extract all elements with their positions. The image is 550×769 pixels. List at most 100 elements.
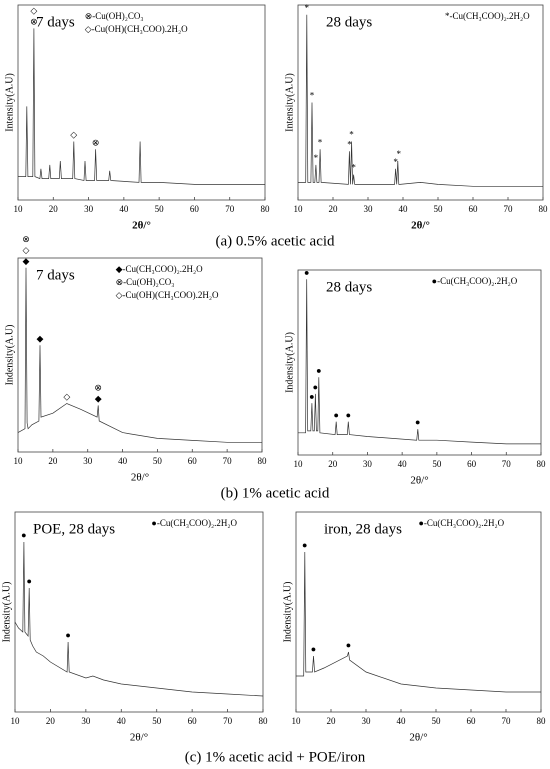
x-axis-label: 2θ/° — [409, 732, 427, 744]
peak-marker: ● — [333, 410, 338, 420]
x-tick-label: 70 — [504, 204, 514, 214]
panel-title: 7 days — [36, 14, 75, 30]
peak-marker: * — [310, 91, 315, 101]
peak-marker: ◆ — [23, 256, 30, 266]
xrd-trace — [298, 14, 543, 187]
y-axis-label: Indensity(A.U) — [282, 582, 293, 643]
peak-marker: ● — [26, 576, 31, 586]
x-tick-label: 20 — [328, 459, 338, 469]
x-tick-label: 50 — [153, 456, 163, 466]
peak-marker: * — [314, 153, 319, 163]
x-tick-label: 30 — [364, 204, 374, 214]
x-tick-label: 80 — [259, 716, 269, 726]
legend-entry: ◇-Cu(OH)(CH₃COO).2H₂O — [85, 24, 188, 34]
peak-marker: ⊗ — [94, 383, 102, 393]
caption: (a) 0.5% acetic acid — [215, 233, 335, 249]
peak-marker: ● — [65, 630, 70, 640]
x-tick-label: 30 — [363, 459, 373, 469]
x-tick-label: 60 — [188, 456, 198, 466]
peak-marker: ● — [309, 391, 314, 401]
x-tick-label: 50 — [432, 716, 442, 726]
xrd-trace — [296, 551, 541, 693]
peak-marker: ⊗ — [30, 16, 38, 26]
x-tick-label: 60 — [469, 204, 479, 214]
peak-marker: * — [349, 130, 354, 140]
x-tick-label: 70 — [225, 204, 235, 214]
x-tick-label: 30 — [362, 716, 372, 726]
x-axis-label: 2θ/° — [132, 220, 151, 232]
x-tick-label: 20 — [48, 456, 58, 466]
y-axis-label: Indensity(A.U) — [4, 325, 15, 386]
panel-title: 28 days — [326, 279, 372, 295]
plot-frame — [17, 257, 263, 453]
panel-title: 28 days — [326, 14, 372, 30]
x-tick-label: 30 — [84, 204, 94, 214]
x-tick-label: 30 — [83, 456, 93, 466]
peak-marker: * — [393, 157, 398, 167]
legend-entry: *-Cu(CH₃COO)₂.2H₂O — [445, 11, 530, 21]
legend-entry: ●-Cu(CH₃COO)₂.2H₂O — [151, 518, 237, 528]
x-tick-label: 30 — [81, 716, 91, 726]
legend-entry: ●-Cu(CH₃COO)₂.2H₂O — [432, 276, 518, 286]
x-tick-label: 70 — [223, 456, 233, 466]
x-tick-label: 50 — [155, 204, 165, 214]
x-tick-label: 80 — [261, 204, 271, 214]
x-axis-label: 2θ/° — [410, 475, 428, 487]
x-tick-label: 40 — [399, 204, 409, 214]
peak-marker: * — [318, 137, 323, 147]
x-tick-label: 40 — [398, 459, 408, 469]
caption: (c) 1% acetic acid + POE/iron — [185, 749, 366, 765]
x-tick-label: 20 — [327, 716, 337, 726]
x-tick-label: 10 — [294, 459, 304, 469]
x-tick-label: 10 — [292, 716, 302, 726]
x-tick-label: 60 — [467, 459, 477, 469]
x-tick-label: 10 — [294, 204, 304, 214]
caption: (b) 1% acetic acid — [221, 485, 330, 501]
peak-marker: ● — [302, 540, 307, 550]
legend-entry: ⊗-Cu(OH)₂CO₃ — [85, 11, 144, 21]
peak-marker: * — [397, 149, 402, 159]
peak-marker: ⊗ — [92, 137, 100, 147]
peak-marker: ● — [311, 644, 316, 654]
x-tick-label: 10 — [14, 456, 24, 466]
legend-entry: ◆-Cu(CH₃COO)₂.2H₂O — [116, 264, 204, 274]
peak-marker: ◇ — [63, 392, 70, 402]
x-tick-label: 80 — [258, 456, 268, 466]
x-axis-label: 2θ/° — [131, 472, 149, 484]
peak-marker: ● — [313, 382, 318, 392]
x-tick-label: 70 — [223, 716, 233, 726]
y-axis-label: Intensity(A.U) — [284, 73, 295, 132]
x-tick-label: 60 — [188, 716, 198, 726]
plot-frame — [17, 4, 266, 201]
x-tick-label: 10 — [11, 716, 21, 726]
x-tick-label: 40 — [118, 456, 128, 466]
peak-marker: ● — [415, 417, 420, 427]
x-tick-label: 10 — [14, 204, 24, 214]
peak-marker: * — [347, 139, 352, 149]
x-tick-label: 20 — [46, 716, 56, 726]
panel-title: iron, 28 days — [324, 521, 402, 537]
x-tick-label: 70 — [502, 459, 512, 469]
x-tick-label: 40 — [119, 204, 129, 214]
xrd-trace — [298, 279, 541, 445]
xrd-trace — [17, 267, 262, 443]
y-axis-label: Indensity(A.U) — [1, 582, 12, 643]
peak-marker: ● — [21, 530, 26, 540]
x-tick-label: 20 — [49, 204, 59, 214]
x-tick-label: 50 — [434, 204, 444, 214]
peak-marker: ● — [304, 267, 309, 277]
x-tick-label: 50 — [152, 716, 162, 726]
x-tick-label: 20 — [329, 204, 339, 214]
peak-marker: ◇ — [70, 130, 77, 140]
x-tick-label: 50 — [432, 459, 442, 469]
x-tick-label: 80 — [537, 459, 547, 469]
peak-marker: ● — [316, 365, 321, 375]
plot-frame — [297, 4, 544, 201]
x-tick-label: 60 — [467, 716, 477, 726]
x-tick-label: 70 — [502, 716, 512, 726]
panel-title: 7 days — [36, 267, 75, 283]
plot-frame — [295, 511, 542, 713]
x-axis-label: 2θ/° — [130, 732, 148, 744]
peak-marker: ◆ — [36, 333, 43, 343]
